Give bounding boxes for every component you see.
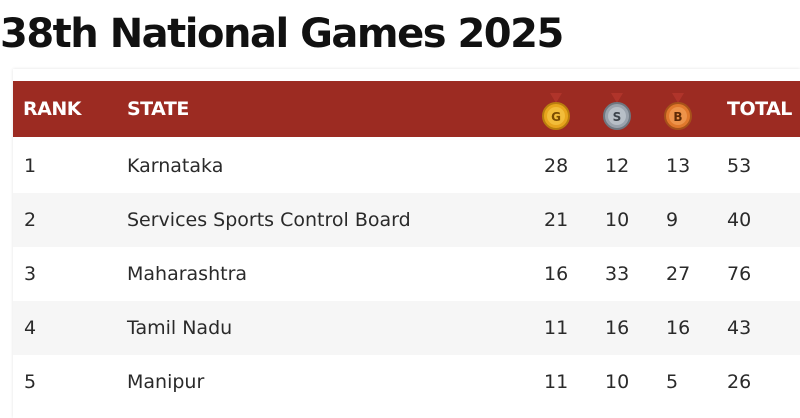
medal-table: RANK STATE G S B TOTAL 1 Karnataka 28 12… [13,69,800,418]
state-cell: Tamil Nadu [127,317,233,339]
page-title: 38th National Games 2025 [0,11,564,57]
gold-medal-letter: G [551,110,561,124]
state-cell: Manipur [127,371,205,393]
bronze-cell: 9 [666,209,679,231]
table-row: 5 Manipur 11 10 5 26 [13,355,800,409]
gold-cell: 21 [544,209,569,231]
total-cell: 76 [727,263,752,285]
state-cell: Maharashtra [127,263,248,285]
total-cell: 40 [727,209,752,231]
header-rank: RANK [23,98,81,120]
rank-cell: 3 [24,263,37,285]
gold-cell: 11 [544,371,569,393]
rank-cell: 1 [24,155,37,177]
total-cell: 26 [727,371,752,393]
bronze-cell: 16 [666,317,691,339]
table-row: 2 Services Sports Control Board 21 10 9 … [13,193,800,247]
silver-cell: 16 [605,317,630,339]
silver-cell: 33 [605,263,630,285]
total-cell: 53 [727,155,752,177]
silver-medal-icon: S [603,93,631,130]
total-cell: 43 [727,317,752,339]
gold-cell: 28 [544,155,569,177]
state-cell: Services Sports Control Board [127,209,411,231]
silver-medal-letter: S [613,110,622,124]
bronze-cell: 27 [666,263,691,285]
header-total: TOTAL [727,98,792,120]
rank-cell: 4 [24,317,37,339]
bronze-medal-icon: B [664,93,692,130]
bronze-medal-letter: B [673,110,682,124]
silver-cell: 10 [605,371,630,393]
rank-cell: 2 [24,209,37,231]
silver-cell: 10 [605,209,630,231]
gold-cell: 11 [544,317,569,339]
rank-cell: 5 [24,371,37,393]
table-row: 4 Tamil Nadu 11 16 16 43 [13,301,800,355]
table-row: 3 Maharashtra 16 33 27 76 [13,247,800,301]
bronze-cell: 5 [666,371,679,393]
bronze-cell: 13 [666,155,691,177]
silver-cell: 12 [605,155,630,177]
header-state: STATE [127,98,189,120]
state-cell: Karnataka [127,155,224,177]
gold-cell: 16 [544,263,569,285]
table-row: 1 Karnataka 28 12 13 53 [13,139,800,193]
gold-medal-icon: G [542,93,570,130]
table-header: RANK STATE G S B TOTAL [13,81,800,137]
